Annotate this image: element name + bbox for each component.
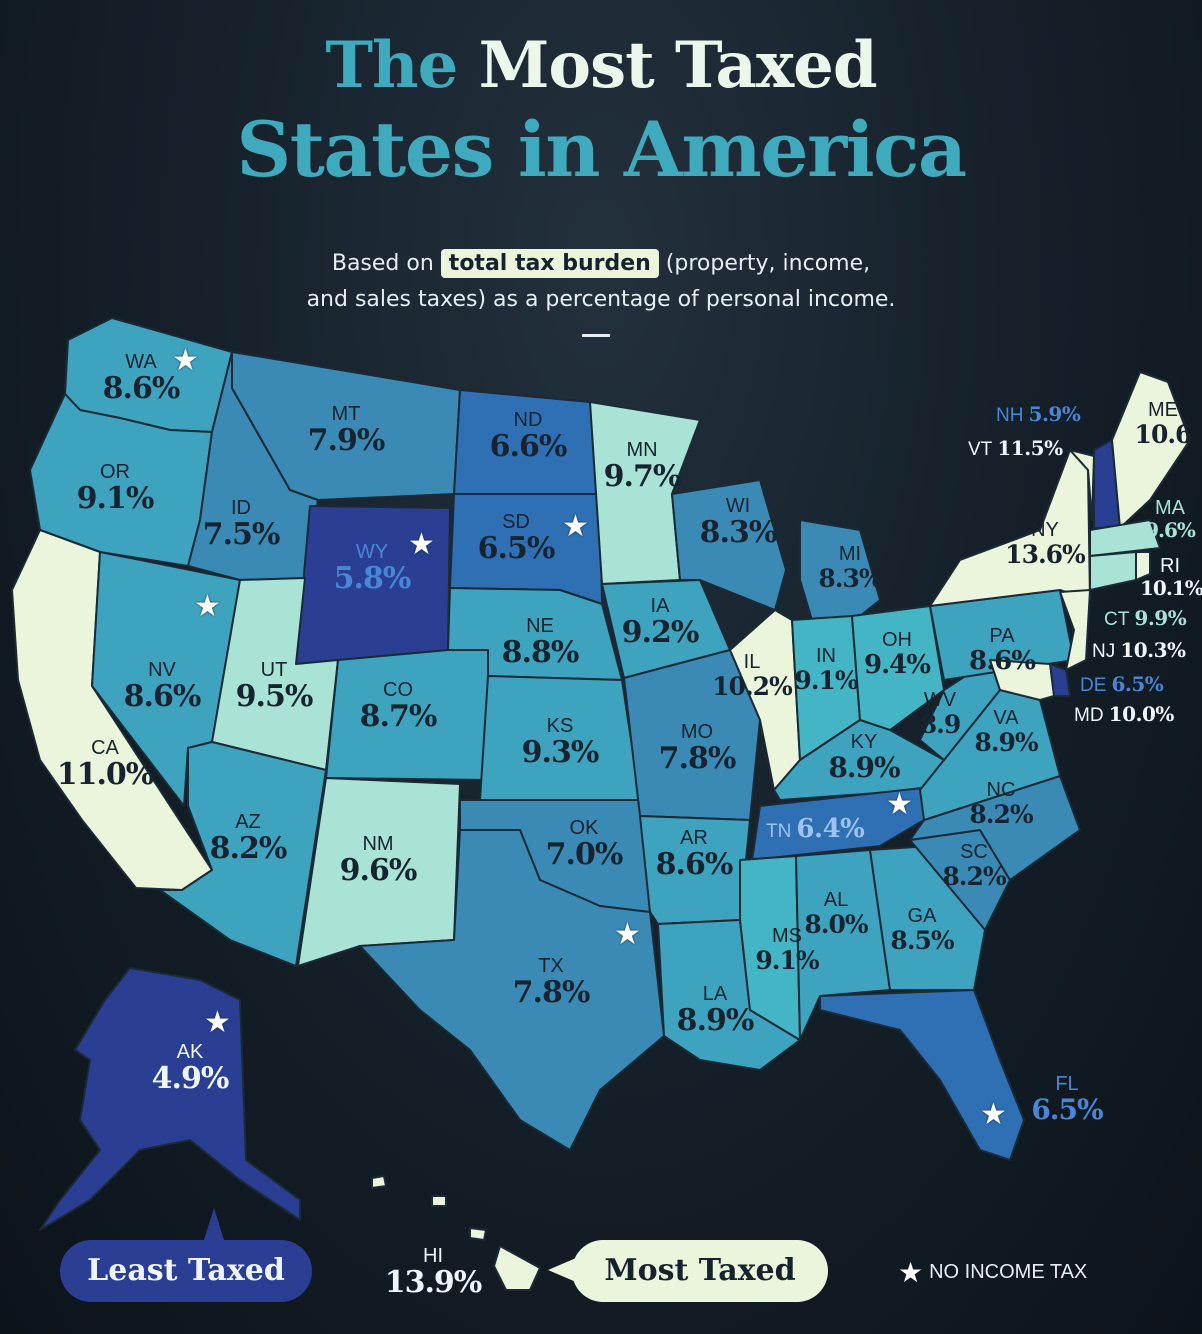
state-AK[interactable]	[39, 967, 301, 1231]
label-FL: FL 6.5%	[1031, 1073, 1103, 1126]
state-MO[interactable]	[623, 649, 761, 821]
label-TN: TN 6.4%	[766, 814, 865, 844]
subtitle-highlight: total tax burden	[440, 249, 659, 278]
state-NJ[interactable]	[1059, 589, 1091, 671]
label-NC: NC 8.2%	[969, 779, 1033, 829]
subtitle-post: (property, income,	[665, 251, 871, 276]
label-OH: OH 9.4%	[864, 629, 931, 680]
label-NV: NV 8.6%	[123, 659, 202, 714]
label-ID: ID 7.5%	[202, 497, 281, 552]
label-ND: ND 6.6%	[489, 409, 568, 464]
no-income-tax-legend: ★ NO INCOME TAX	[898, 1256, 1088, 1289]
state-TN[interactable]	[751, 785, 941, 861]
label-HI: HI 13.9%	[384, 1245, 483, 1300]
label-OR: OR 9.1%	[76, 461, 155, 516]
star-icon: ★	[898, 1256, 924, 1289]
label-MN: MN 9.7%	[603, 439, 682, 494]
star-icon-SD: ★	[562, 509, 589, 544]
state-MD[interactable]	[989, 659, 1055, 701]
subtitle-pre: Based on	[331, 251, 434, 276]
label-AR: AR 8.6%	[655, 827, 734, 882]
star-icon-TN: ★	[886, 787, 913, 822]
label-MT: MT 7.9%	[307, 403, 386, 458]
state-KY[interactable]	[773, 719, 945, 801]
page-title: The Most Taxed States in America	[0, 28, 1202, 196]
state-TX[interactable]	[359, 829, 665, 1151]
label-NE: NE 8.8%	[501, 615, 580, 670]
state-MS[interactable]	[739, 855, 801, 1041]
title-word-most-taxed: Most Taxed	[478, 28, 878, 103]
label-IN: IN 9.1%	[794, 645, 858, 695]
star-icon-AK: ★	[204, 1005, 231, 1040]
label-NM: NM 9.6%	[339, 833, 418, 888]
label-MD: MD 10.0%	[1074, 702, 1174, 726]
label-AK: AK 4.9%	[151, 1041, 230, 1096]
label-NY: NY 13.6%	[1005, 519, 1086, 569]
state-HI-maui[interactable]	[469, 1227, 487, 1241]
label-WA: WA 8.6%	[102, 351, 181, 406]
state-AL[interactable]	[795, 849, 891, 1041]
label-RI: RI 10.1%	[1140, 555, 1202, 600]
label-KY: KY 8.9%	[828, 731, 900, 784]
label-NH: NH 5.9%	[996, 402, 1081, 426]
state-HI-oahu[interactable]	[431, 1195, 447, 1207]
least-taxed-pointer	[204, 1208, 224, 1240]
subtitle: Based on total tax burden (property, inc…	[0, 246, 1202, 318]
star-icon-NV: ★	[194, 589, 221, 624]
title-divider	[582, 334, 610, 337]
most-taxed-callout: Most Taxed	[572, 1240, 828, 1302]
label-VT: VT 11.5%	[968, 436, 1063, 460]
label-SD: SD 6.5%	[477, 511, 556, 566]
label-MA: MA 9.6%	[1145, 497, 1196, 542]
state-RI[interactable]	[1135, 551, 1151, 581]
label-MI: MI 8.3%	[818, 543, 882, 593]
label-OK: OK 7.0%	[545, 817, 624, 872]
label-DE: DE 6.5%	[1080, 672, 1164, 696]
state-FL[interactable]	[819, 989, 1025, 1161]
least-taxed-callout: Least Taxed	[60, 1240, 312, 1302]
state-HI-kauai[interactable]	[371, 1175, 387, 1189]
state-AZ[interactable]	[159, 741, 327, 967]
label-KS: KS 9.3%	[521, 715, 600, 770]
star-icon-TX: ★	[614, 917, 641, 952]
state-HI-big-island[interactable]	[493, 1245, 541, 1291]
label-ME: ME 10.6	[1134, 399, 1193, 449]
label-LA: LA 8.9%	[676, 983, 755, 1038]
label-GA: GA 8.5%	[890, 905, 954, 955]
label-SC: SC 8.2%	[942, 841, 1006, 891]
title-word-the: The	[325, 28, 458, 103]
star-icon-FL: ★	[980, 1097, 1007, 1132]
star-icon-WA: ★	[172, 343, 199, 378]
state-MA[interactable]	[1089, 519, 1161, 557]
label-AZ: AZ 8.2%	[209, 811, 288, 866]
label-TX: TX 7.8%	[512, 955, 591, 1010]
star-icon-WY: ★	[408, 527, 435, 562]
label-UT: UT 9.5%	[235, 659, 314, 714]
state-OH[interactable]	[851, 605, 945, 731]
label-MS: MS 9.1%	[755, 925, 819, 975]
label-PA: PA 8.6%	[969, 625, 1036, 676]
label-WI: WI 8.3%	[699, 495, 778, 550]
subtitle-line-2: and sales taxes) as a percentage of pers…	[306, 287, 896, 312]
label-WV: WV 8.9	[919, 689, 962, 739]
label-WY: WY 5.8%	[333, 541, 412, 596]
label-MO: MO 7.8%	[658, 721, 737, 776]
label-CA: CA 11.0%	[56, 737, 155, 792]
label-IA: IA 9.2%	[621, 595, 700, 650]
label-CO: CO 8.7%	[359, 679, 438, 734]
most-taxed-pointer	[548, 1258, 576, 1282]
label-NJ: NJ 10.3%	[1092, 638, 1186, 662]
label-VA: VA 8.9%	[974, 707, 1038, 757]
label-AL: AL 8.0%	[804, 889, 868, 939]
label-IL: IL 10.2%	[712, 651, 793, 701]
label-CT: CT 9.9%	[1104, 606, 1187, 630]
state-CT[interactable]	[1089, 551, 1137, 591]
title-line-2: States in America	[236, 105, 967, 194]
state-VT[interactable]	[1069, 449, 1095, 521]
